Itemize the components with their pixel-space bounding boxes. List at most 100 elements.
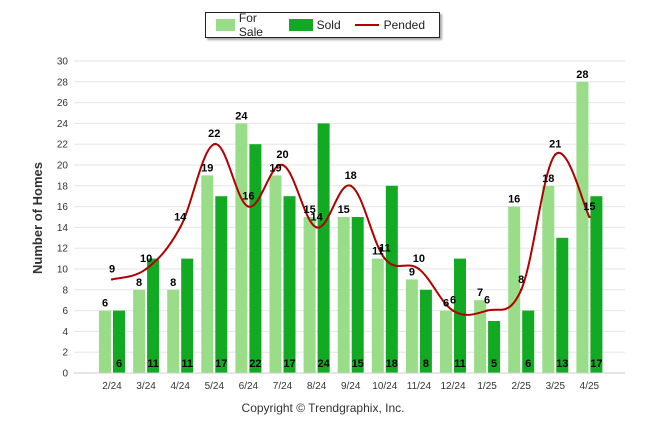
data-label-sold: 22 — [249, 358, 261, 370]
pended-point[interactable] — [315, 226, 318, 229]
x-tick-label: 11/24 — [407, 381, 432, 392]
data-label-sold: 13 — [556, 358, 568, 370]
x-tick-label: 3/25 — [546, 381, 566, 392]
y-axis-label: Number of Homes — [30, 162, 45, 274]
x-tick-label: 4/24 — [170, 381, 190, 392]
bar-sold[interactable] — [488, 321, 501, 373]
y-tick-label: 28 — [57, 77, 69, 88]
y-tick-label: 4 — [62, 327, 68, 338]
data-label-sold: 11 — [454, 358, 466, 370]
bar-sold[interactable] — [590, 196, 603, 373]
data-label-for-sale: 19 — [269, 162, 281, 174]
y-tick-label: 30 — [57, 57, 69, 68]
data-label-pended: 6 — [484, 295, 490, 307]
data-label-sold: 17 — [215, 358, 227, 370]
y-tick-label: 10 — [57, 265, 69, 276]
copyright-text: Copyright © Trendgraphix, Inc. — [241, 401, 405, 415]
bar-for-sale[interactable] — [99, 310, 111, 373]
data-label-for-sale: 6 — [443, 298, 449, 310]
data-label-for-sale: 15 — [338, 204, 350, 216]
data-label-sold: 17 — [283, 358, 295, 370]
x-tick-label: 8/24 — [307, 381, 327, 392]
y-tick-label: 26 — [57, 98, 69, 109]
x-tick-label: 5/24 — [205, 381, 225, 392]
bar-for-sale[interactable] — [405, 279, 418, 373]
x-tick-label: 12/24 — [440, 381, 465, 392]
data-label-pended: 16 — [242, 191, 254, 203]
bar-sold[interactable] — [283, 196, 296, 373]
bar-sold[interactable] — [113, 310, 125, 373]
bar-for-sale[interactable] — [235, 123, 248, 374]
bar-sold[interactable] — [556, 237, 569, 373]
data-label-for-sale: 16 — [508, 194, 520, 206]
data-label-sold: 6 — [116, 358, 122, 370]
bar-sold[interactable] — [215, 196, 228, 373]
data-label-for-sale: 19 — [201, 162, 213, 174]
legend-swatch-pended — [354, 24, 379, 26]
bar-sold[interactable] — [317, 123, 330, 374]
x-tick-label: 2/25 — [511, 381, 531, 392]
bar-for-sale[interactable] — [542, 185, 555, 373]
bar-sold[interactable] — [147, 258, 160, 373]
legend-label-pended: Pended — [383, 18, 425, 32]
x-tick-label: 7/24 — [273, 381, 293, 392]
pended-point[interactable] — [213, 143, 216, 146]
legend-item-sold[interactable]: Sold — [288, 18, 341, 32]
data-label-pended: 21 — [549, 139, 561, 151]
bar-sold[interactable] — [385, 185, 398, 373]
legend-item-for-sale[interactable]: For Sale — [216, 11, 275, 39]
pended-point[interactable] — [144, 267, 148, 271]
bar-sold[interactable] — [419, 289, 432, 373]
bar-for-sale[interactable] — [337, 217, 350, 373]
data-label-pended: 11 — [379, 243, 391, 255]
bar-for-sale[interactable] — [508, 206, 521, 373]
pended-point[interactable] — [554, 153, 557, 156]
pended-point[interactable] — [485, 309, 489, 312]
data-label-sold: 6 — [525, 358, 531, 370]
bar-sold[interactable] — [181, 258, 194, 373]
bar-sold[interactable] — [454, 258, 466, 373]
data-label-sold: 24 — [317, 358, 330, 370]
legend-item-pended[interactable]: Pended — [354, 18, 425, 32]
bar-sold[interactable] — [351, 217, 364, 373]
data-label-sold: 11 — [147, 358, 159, 370]
y-tick-label: 0 — [62, 369, 68, 380]
data-label-for-sale: 18 — [542, 173, 554, 185]
x-tick-label: 6/24 — [239, 381, 259, 392]
y-tick-label: 18 — [57, 181, 69, 192]
y-tick-label: 14 — [57, 223, 69, 234]
y-tick-label: 12 — [57, 244, 69, 255]
bar-for-sale[interactable] — [303, 217, 316, 373]
pended-point[interactable] — [588, 215, 591, 219]
bar-for-sale[interactable] — [133, 289, 146, 373]
bar-for-sale[interactable] — [167, 289, 180, 373]
pended-point[interactable] — [110, 278, 114, 281]
bar-for-sale[interactable] — [576, 81, 589, 374]
pended-point[interactable] — [281, 163, 284, 167]
pended-point[interactable] — [417, 267, 421, 271]
bars — [99, 81, 603, 374]
data-label-pended: 9 — [109, 263, 115, 275]
data-label-for-sale: 15 — [303, 204, 315, 216]
bar-for-sale[interactable] — [371, 258, 384, 373]
bar-sold[interactable] — [522, 310, 535, 373]
bar-sold[interactable] — [249, 144, 262, 373]
y-tick-label: 8 — [62, 285, 68, 296]
data-label-pended: 18 — [345, 170, 357, 182]
pended-point[interactable] — [247, 205, 250, 208]
legend-swatch-sold — [288, 19, 313, 31]
pended-point[interactable] — [349, 184, 352, 187]
pended-point[interactable] — [451, 309, 455, 312]
bar-for-sale[interactable] — [201, 175, 214, 373]
data-label-pended: 10 — [140, 253, 152, 265]
pended-point[interactable] — [179, 226, 182, 229]
data-label-pended: 14 — [310, 211, 323, 223]
y-tick-label: 16 — [57, 202, 69, 213]
bar-for-sale[interactable] — [474, 300, 487, 373]
data-label-for-sale: 7 — [477, 287, 483, 299]
x-tick-label: 4/25 — [580, 381, 600, 392]
pended-point[interactable] — [383, 257, 386, 260]
bar-for-sale[interactable] — [440, 310, 452, 373]
bar-for-sale[interactable] — [269, 175, 282, 373]
pended-point[interactable] — [520, 288, 523, 291]
